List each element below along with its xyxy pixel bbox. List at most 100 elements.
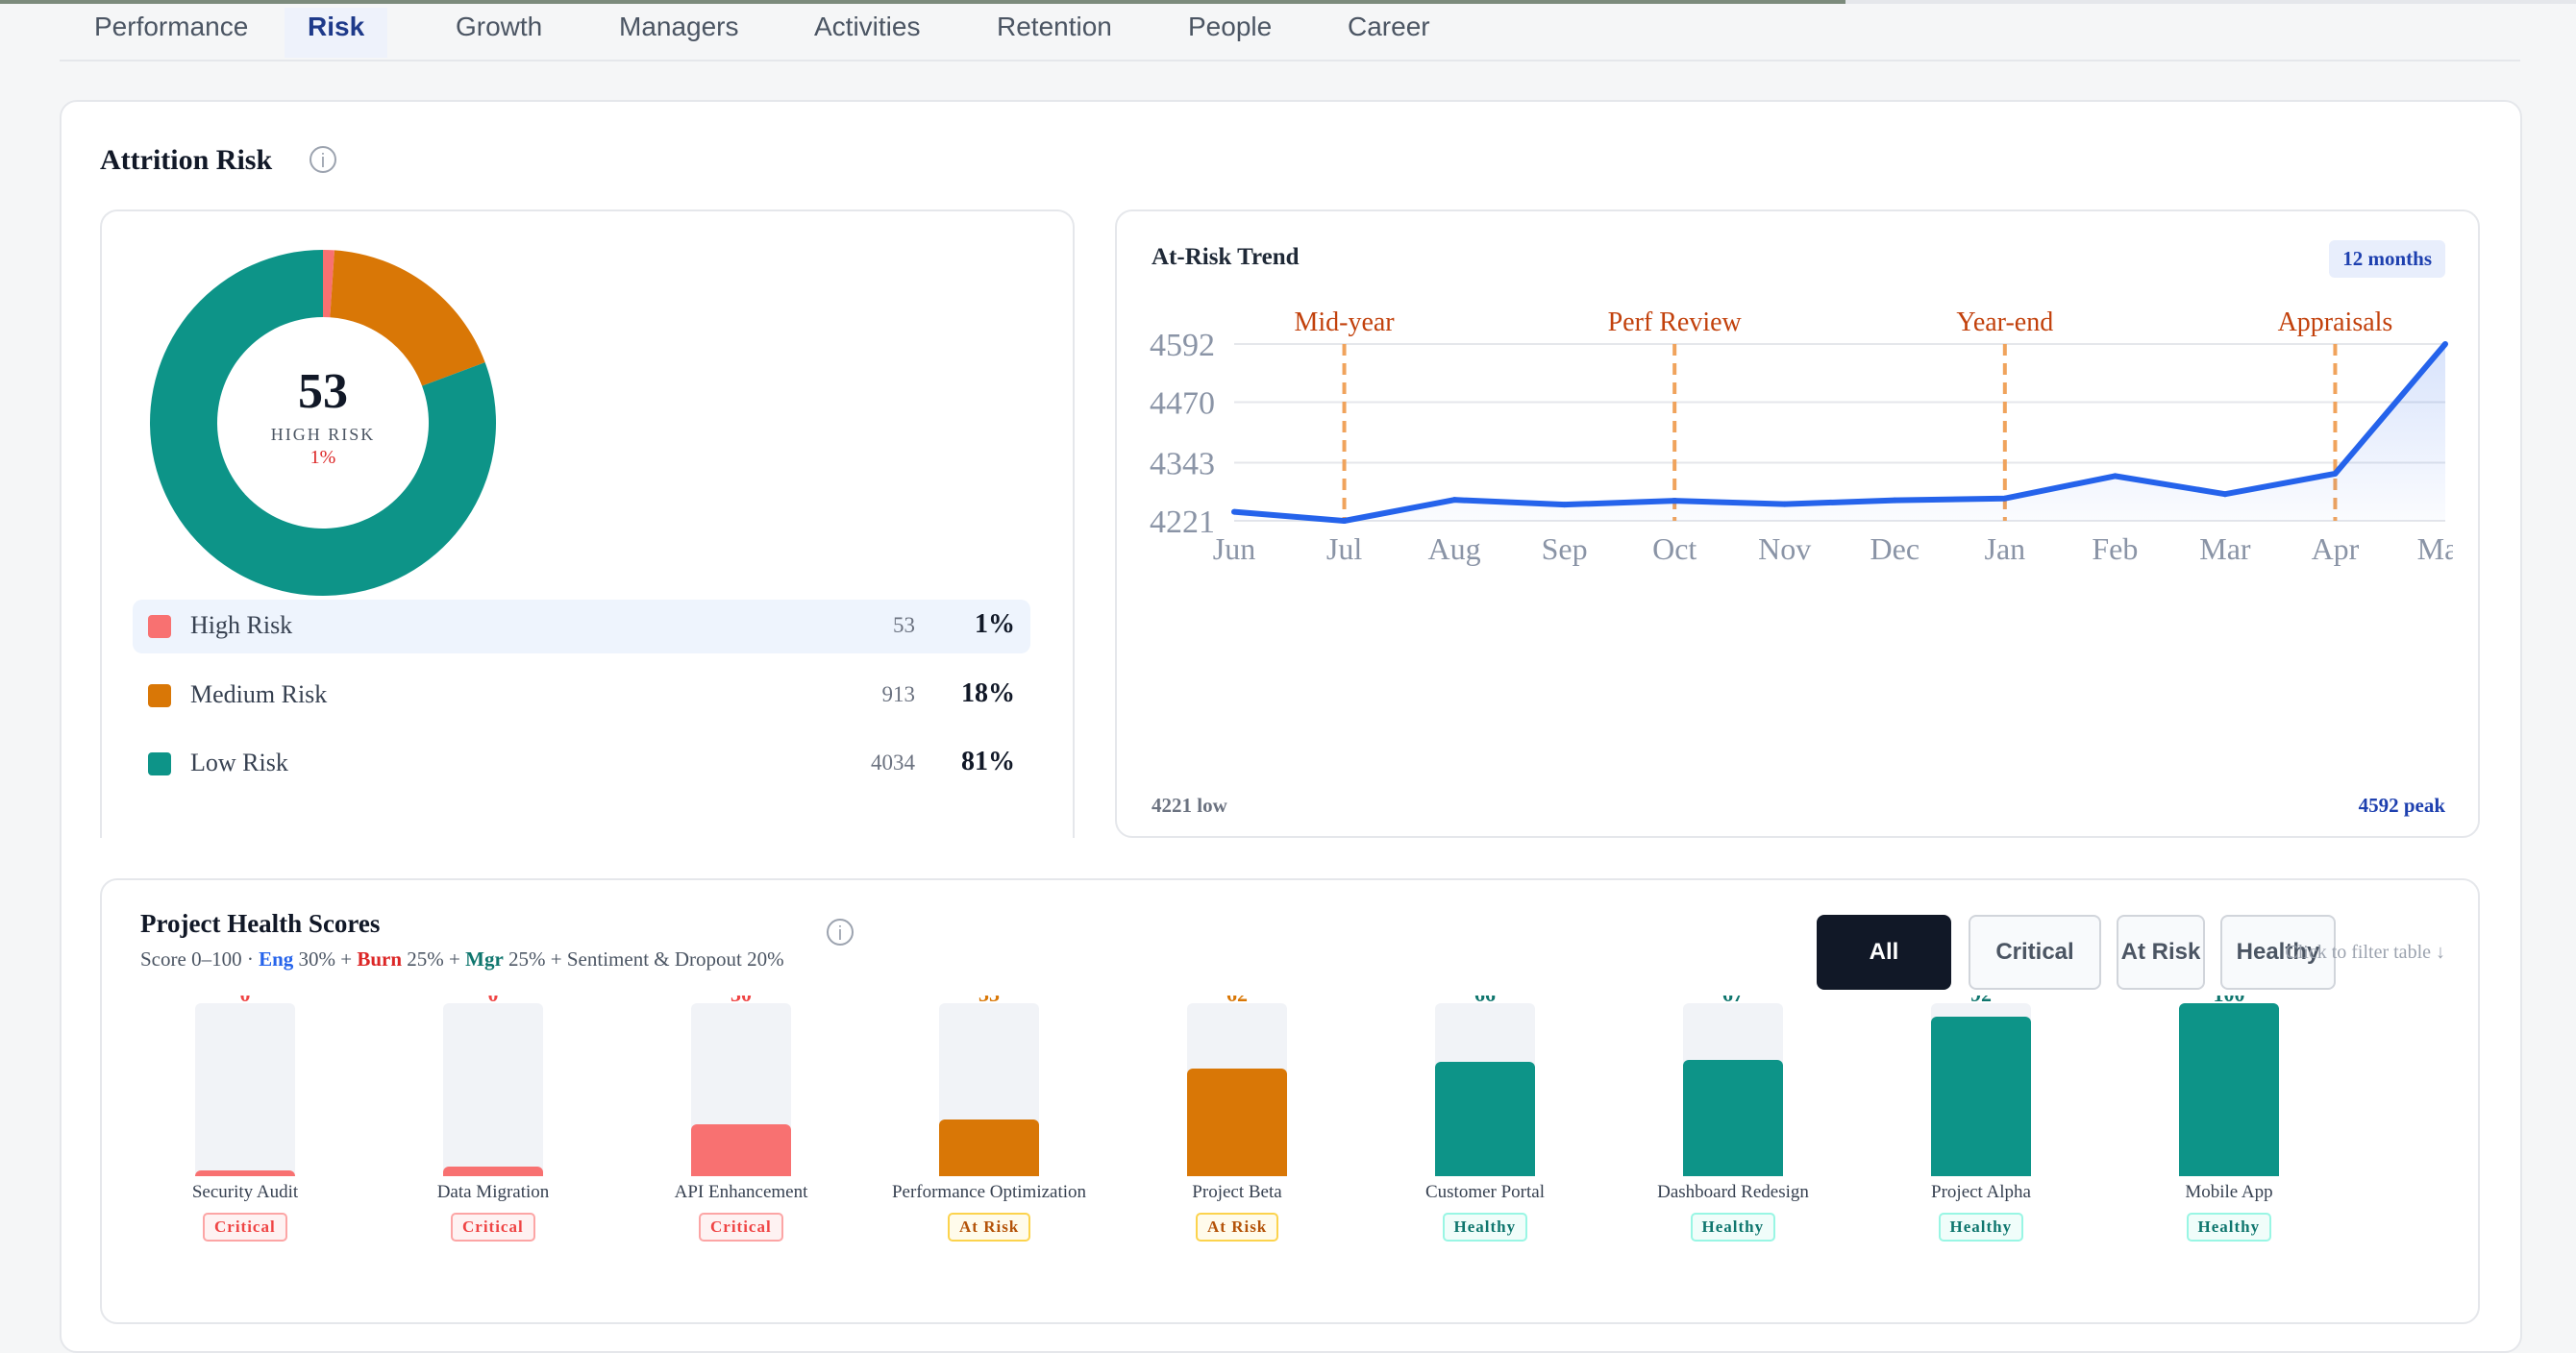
trend-point[interactable]: [1341, 518, 1348, 524]
donut-slice-medium-risk[interactable]: [330, 250, 485, 386]
trend-low-label: 4221 low: [1152, 794, 1227, 817]
trend-point[interactable]: [1561, 502, 1568, 508]
trend-point[interactable]: [1451, 497, 1458, 504]
bar-track: [1683, 1003, 1783, 1176]
tab-growth[interactable]: Growth: [456, 12, 543, 41]
filter-critical-button[interactable]: Critical: [1969, 915, 2101, 990]
tab-people[interactable]: People: [1188, 12, 1273, 41]
bar-fill: [2179, 1003, 2279, 1176]
trend-point[interactable]: [2442, 341, 2448, 347]
top-progress-segment: [0, 0, 1845, 4]
x-tick-label: Sep: [1542, 531, 1588, 566]
bar-track: [1435, 1003, 1535, 1176]
tab-risk[interactable]: Risk: [285, 8, 388, 58]
bar-fill: [1931, 1017, 2031, 1176]
legend-name: Low Risk: [190, 749, 288, 776]
x-tick-label: May: [2417, 531, 2453, 566]
tab-managers[interactable]: Managers: [619, 12, 739, 41]
tab-activities[interactable]: Activities: [814, 12, 921, 41]
project-health-subtitle: Score 0–100 · Eng 30% + Burn 25% + Mgr 2…: [140, 947, 784, 972]
x-tick-label: Apr: [2312, 531, 2360, 566]
risk-donut-chart: [150, 250, 496, 596]
trend-point[interactable]: [1231, 508, 1237, 515]
bar-fill: [443, 1167, 543, 1176]
y-tick-label: 4470: [1150, 386, 1215, 422]
trend-point[interactable]: [2332, 470, 2339, 477]
trend-point[interactable]: [1892, 497, 1898, 504]
filter-healthy-button[interactable]: Healthy: [2220, 915, 2336, 990]
bar-track: [443, 1003, 543, 1176]
x-tick-label: Jun: [1213, 531, 1255, 566]
info-icon[interactable]: i: [827, 919, 854, 946]
bar-value-label: 0: [409, 996, 577, 1007]
legend-row-medium-risk[interactable]: Medium Risk 913 18%: [133, 669, 1030, 723]
trend-point[interactable]: [1672, 498, 1678, 504]
medium-risk-swatch: [148, 684, 171, 707]
low-risk-swatch: [148, 752, 171, 775]
trend-point[interactable]: [2001, 495, 2008, 502]
status-badge: Healthy: [1442, 1213, 1528, 1242]
project-health-bars: 0 Security Audit Critical 0 Data Migration Cr…: [102, 996, 2482, 1322]
score-range-text: Score 0–100 ·: [140, 947, 260, 971]
project-name-label: Security Audit: [191, 1182, 299, 1202]
high-risk-pct: 1%: [310, 447, 336, 468]
project-bar-item[interactable]: 33 Performance Optimization At Risk: [892, 996, 1086, 1284]
donut-slice-low-risk[interactable]: [150, 250, 496, 596]
x-tick-label: Feb: [2092, 531, 2138, 566]
high-risk-count: 53: [298, 364, 348, 419]
legend-name: High Risk: [190, 611, 293, 639]
bar-fill: [939, 1119, 1039, 1176]
bar-fill: [1435, 1062, 1535, 1176]
tab-performance[interactable]: Performance: [94, 12, 249, 41]
bar-value-label: 67: [1649, 996, 1817, 1007]
trend-point[interactable]: [2112, 473, 2118, 480]
bar-value-label: 33: [905, 996, 1073, 1007]
x-tick-label: Aug: [1428, 531, 1481, 566]
burn-label: Burn: [357, 947, 403, 971]
bar-track: [939, 1003, 1039, 1176]
legend-row-high-risk[interactable]: High Risk 53 1%: [133, 600, 1030, 653]
trend-area: [1234, 344, 2445, 521]
range-badge[interactable]: 12 months: [2329, 240, 2445, 278]
legend-pct: 18%: [961, 678, 1015, 708]
attrition-risk-title: Attrition Risk: [100, 144, 273, 176]
filter-all-button[interactable]: All: [1817, 915, 1951, 990]
project-name-label: Mobile App: [2185, 1182, 2273, 1202]
project-name-label: API Enhancement: [674, 1182, 808, 1202]
legend-count: 913: [881, 682, 916, 706]
x-tick-label: Oct: [1652, 531, 1697, 566]
event-label: Mid-year: [1294, 308, 1395, 337]
status-badge: Critical: [451, 1213, 535, 1242]
x-tick-label: Mar: [2199, 531, 2251, 566]
project-name-label: Project Alpha: [1931, 1182, 2031, 1202]
tab-career[interactable]: Career: [1348, 12, 1430, 41]
burn-weight: 25% +: [402, 947, 466, 971]
tab-retention[interactable]: Retention: [997, 12, 1112, 41]
mgr-weight: 25% + Sentiment & Dropout 20%: [503, 947, 784, 971]
bar-fill: [691, 1124, 791, 1176]
status-badge: At Risk: [1196, 1213, 1279, 1242]
legend-count: 4034: [871, 750, 915, 775]
legend-pct: 1%: [975, 609, 1015, 639]
legend-row-low-risk[interactable]: Low Risk 4034 81%: [133, 737, 1030, 791]
bar-value-label: 62: [1153, 996, 1321, 1007]
mgr-label: Mgr: [465, 947, 504, 971]
trend-point[interactable]: [2221, 491, 2228, 498]
event-label: Appraisals: [2278, 308, 2393, 337]
trend-point[interactable]: [1781, 501, 1788, 507]
high-risk-label: HIGH RISK: [270, 425, 376, 444]
donut-slice-high-risk[interactable]: [323, 250, 334, 318]
filter-at-risk-button[interactable]: At Risk: [2117, 915, 2205, 990]
status-badge: Critical: [203, 1213, 287, 1242]
bar-value-label: 92: [1897, 996, 2065, 1007]
x-tick-label: Jan: [1984, 531, 2025, 566]
info-icon[interactable]: i: [310, 146, 336, 173]
